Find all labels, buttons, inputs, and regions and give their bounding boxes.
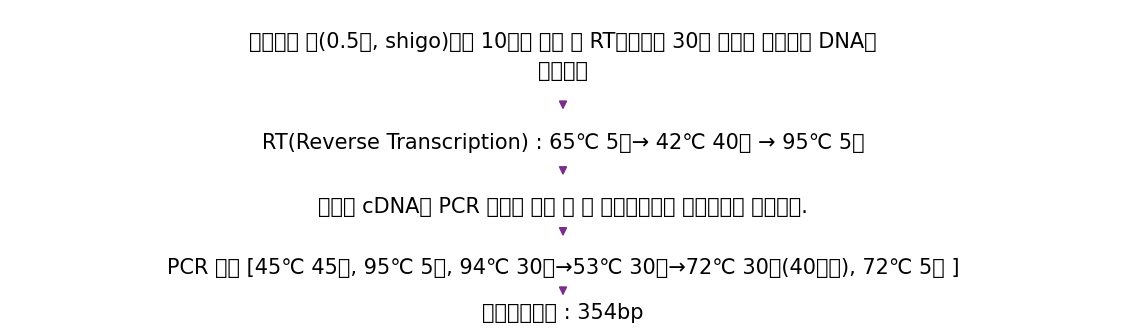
Text: 합성된 cDNA로 PCR 반응을 시킨 후 겔 전기영동으로 밴드유무를 확인한다.: 합성된 cDNA로 PCR 반응을 시킨 후 겔 전기영동으로 밴드유무를 확인… [318, 197, 808, 217]
Text: 확인밴드크기 : 354bp: 확인밴드크기 : 354bp [482, 303, 644, 323]
Text: PCR 수행 [45℃ 45분, 95℃ 5분, 94℃ 30초→53℃ 30초→72℃ 30초(40반복), 72℃ 5분 ]: PCR 수행 [45℃ 45분, 95℃ 5분, 94℃ 30초→53℃ 30초… [167, 258, 959, 278]
Text: RT(Reverse Transcription) : 65℃ 5분→ 42℃ 40분 → 95℃ 5분: RT(Reverse Transcription) : 65℃ 5분→ 42℃ … [261, 133, 865, 153]
Text: 국화잎을 핀(0.5㎡, shigo)으로 10여회 찌른 후 RT반응액에 30초 이내로 침지하여 DNA를
합성한다: 국화잎을 핀(0.5㎡, shigo)으로 10여회 찌른 후 RT반응액에 3… [249, 32, 877, 81]
